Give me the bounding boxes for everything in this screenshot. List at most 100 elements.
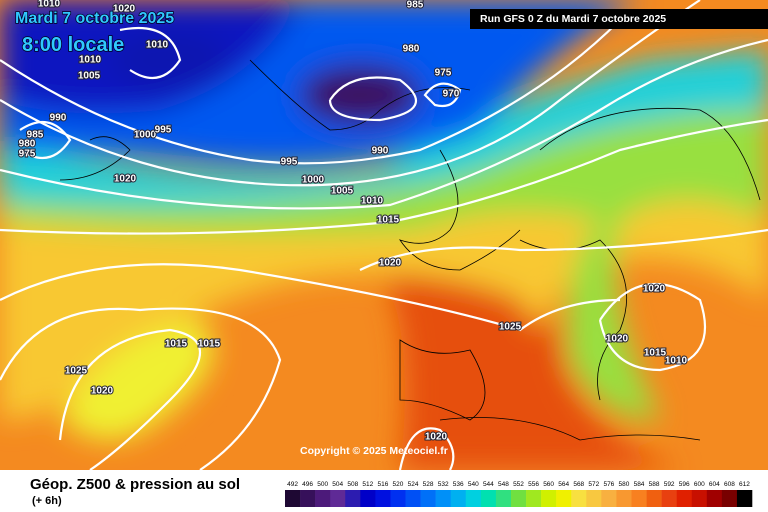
legend-swatch bbox=[510, 490, 527, 507]
isobar-label: 1015 bbox=[198, 339, 221, 350]
legend-label: 548 bbox=[498, 481, 509, 488]
isobar-label: 970 bbox=[443, 89, 460, 100]
legend-swatch bbox=[736, 490, 753, 507]
legend-swatch bbox=[706, 490, 723, 507]
map: 9859809759709909951000100510101015102010… bbox=[0, 0, 768, 470]
legend-label: 524 bbox=[408, 481, 419, 488]
isobar-label: 975 bbox=[435, 68, 452, 79]
isobar-label: 1020 bbox=[606, 334, 629, 345]
isobar-label: 995 bbox=[155, 125, 172, 136]
legend-label: 592 bbox=[664, 481, 675, 488]
legend-swatch bbox=[601, 490, 617, 507]
legend-swatch bbox=[300, 490, 316, 507]
legend-swatch bbox=[631, 490, 647, 507]
isobar-label: 1000 bbox=[134, 130, 157, 141]
legend-swatch bbox=[375, 490, 391, 507]
isobar-label: 975 bbox=[19, 149, 36, 160]
legend-label: 568 bbox=[573, 481, 584, 488]
legend-swatch bbox=[285, 490, 301, 507]
legend-label: 544 bbox=[483, 481, 494, 488]
run-box bbox=[470, 9, 768, 29]
legend-swatch bbox=[661, 490, 677, 507]
legend-label: 496 bbox=[302, 481, 313, 488]
copyright: Copyright © 2025 Meteociel.fr bbox=[300, 445, 448, 457]
isobar-label: 1025 bbox=[65, 366, 88, 377]
legend-swatch bbox=[330, 490, 346, 507]
legend-label: 572 bbox=[588, 481, 599, 488]
isobar-label: 1005 bbox=[78, 71, 101, 82]
legend-swatch bbox=[571, 490, 587, 507]
legend-swatch bbox=[360, 490, 376, 507]
legend-swatch bbox=[420, 490, 436, 507]
isobar-label: 990 bbox=[50, 113, 67, 124]
legend-label: 576 bbox=[603, 481, 614, 488]
isobar-label: 1020 bbox=[114, 174, 137, 185]
legend-label: 492 bbox=[287, 481, 298, 488]
legend-label: 552 bbox=[513, 481, 524, 488]
isobar-label: 1010 bbox=[665, 356, 688, 367]
isobar-label: 995 bbox=[281, 157, 298, 168]
legend-label: 508 bbox=[347, 481, 358, 488]
footer-lead: (+ 6h) bbox=[32, 495, 62, 507]
legend-swatch bbox=[646, 490, 662, 507]
isobar-label: 1010 bbox=[38, 0, 61, 10]
isobar-label: 1020 bbox=[379, 258, 402, 269]
isobar-label: 1015 bbox=[377, 215, 400, 226]
legend-swatch bbox=[390, 490, 406, 507]
legend-swatch bbox=[616, 490, 632, 507]
legend-label: 532 bbox=[438, 481, 449, 488]
isobar-label: 1020 bbox=[113, 4, 136, 15]
legend-swatch bbox=[465, 490, 482, 507]
isobar-label: 1020 bbox=[425, 432, 448, 443]
map-date: Mardi 7 octobre 2025 bbox=[15, 10, 174, 27]
legend-label: 604 bbox=[709, 481, 720, 488]
legend-swatch bbox=[676, 490, 693, 507]
legend-label: 584 bbox=[634, 481, 645, 488]
run-info: Run GFS 0 Z du Mardi 7 octobre 2025 bbox=[480, 13, 666, 25]
legend-label: 536 bbox=[453, 481, 464, 488]
footer-title: Géop. Z500 & pression au sol bbox=[30, 476, 240, 493]
legend-label: 540 bbox=[468, 481, 479, 488]
isobar-label: 1010 bbox=[361, 196, 384, 207]
legend-swatch bbox=[721, 490, 738, 507]
legend-label: 512 bbox=[362, 481, 373, 488]
legend-swatch bbox=[435, 490, 452, 507]
legend-label: 596 bbox=[679, 481, 690, 488]
isobar-label: 1000 bbox=[302, 175, 325, 186]
legend-label: 600 bbox=[694, 481, 705, 488]
legend-swatch bbox=[315, 490, 331, 507]
legend-label: 564 bbox=[558, 481, 569, 488]
legend-label: 608 bbox=[724, 481, 735, 488]
legend-label: 580 bbox=[619, 481, 630, 488]
isobar-labels: 9859809759709909951000100510101015102010… bbox=[18, 0, 689, 444]
legend-swatch bbox=[586, 490, 602, 507]
legend-label: 612 bbox=[739, 481, 750, 488]
isobar-label: 980 bbox=[403, 44, 420, 55]
legend-swatch bbox=[541, 490, 557, 507]
legend-label: 528 bbox=[423, 481, 434, 488]
legend-label: 520 bbox=[393, 481, 404, 488]
legend-swatch bbox=[495, 490, 512, 507]
isobar-label: 1005 bbox=[331, 186, 354, 197]
isobar-label: 985 bbox=[27, 130, 44, 141]
isobar-label: 1010 bbox=[79, 55, 102, 66]
isobar-label: 1025 bbox=[499, 322, 522, 333]
map-time: 8:00 locale bbox=[22, 34, 124, 56]
isobar-label: 980 bbox=[19, 139, 36, 150]
legend-swatch bbox=[691, 490, 708, 507]
legend-label: 560 bbox=[543, 481, 554, 488]
legend-swatch bbox=[450, 490, 467, 507]
isobar-label: 985 bbox=[407, 0, 424, 11]
legend-swatch bbox=[405, 490, 421, 507]
legend-swatch bbox=[480, 490, 497, 507]
legend-swatch bbox=[345, 490, 361, 507]
isobar-label: 1015 bbox=[644, 348, 667, 359]
legend-label: 588 bbox=[649, 481, 660, 488]
legend-label: 556 bbox=[528, 481, 539, 488]
legend-label: 504 bbox=[332, 481, 343, 488]
isobar-label: 1015 bbox=[165, 339, 188, 350]
isobars bbox=[0, 0, 768, 470]
isobar-label: 1020 bbox=[91, 386, 114, 397]
legend-swatch bbox=[556, 490, 572, 507]
legend-label: 516 bbox=[377, 481, 388, 488]
